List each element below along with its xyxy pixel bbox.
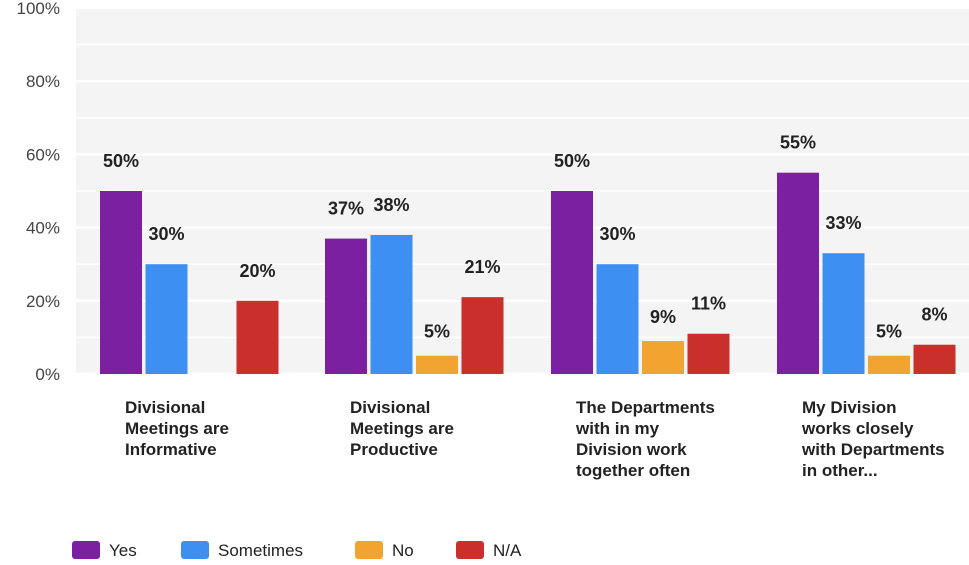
legend-swatch <box>456 541 484 559</box>
grid-lines <box>76 6 969 376</box>
data-label: 5% <box>876 322 902 342</box>
data-label: 33% <box>825 213 861 233</box>
bar-yes <box>325 238 367 374</box>
legend-swatch <box>355 541 383 559</box>
data-label: 8% <box>921 305 947 325</box>
bar-yes <box>100 191 142 374</box>
legend: Yes Sometimes No N/A <box>72 541 522 560</box>
legend-label: Sometimes <box>218 541 303 560</box>
y-axis-tick-labels: 0% 20% 40% 60% 80% 100% <box>17 0 60 384</box>
bar-yes <box>777 172 819 374</box>
data-label: 5% <box>424 322 450 342</box>
legend-swatch <box>72 541 100 559</box>
y-tick-label: 60% <box>26 145 60 164</box>
legend-label: Yes <box>109 541 137 560</box>
data-label: 11% <box>691 294 726 314</box>
y-tick-label: 80% <box>26 72 60 91</box>
bar-n-a <box>687 333 730 374</box>
legend-item-n-a: N/A <box>456 541 522 560</box>
category-labels: Divisional Meetings are Informative Divisio… <box>125 398 945 480</box>
bar-sometimes <box>822 253 865 374</box>
y-tick-label: 100% <box>17 0 60 18</box>
bar-n-a <box>236 300 279 374</box>
bar-no <box>868 355 910 374</box>
bar-sometimes <box>370 234 413 374</box>
bar-sometimes <box>145 264 188 374</box>
data-labels: 50% 37% 50% 55% 30% 38% 30% 33% 5% 9% 5% 20% 21% 11% 8… <box>103 133 948 342</box>
category-label: My Division works closely with Departments… <box>801 398 945 480</box>
category-label: Divisional Meetings are Informative <box>125 398 229 459</box>
bar-no <box>416 355 458 374</box>
bar-n-a <box>913 344 956 374</box>
legend-item-yes: Yes <box>72 541 137 560</box>
data-label: 9% <box>650 307 676 327</box>
data-label: 37% <box>328 199 364 219</box>
bars <box>100 172 956 374</box>
data-label: 20% <box>239 261 275 281</box>
data-label: 55% <box>780 133 816 153</box>
legend-label: N/A <box>493 541 522 560</box>
data-label: 30% <box>148 224 184 244</box>
data-label: 50% <box>554 151 590 171</box>
data-label: 30% <box>599 224 635 244</box>
data-label: 38% <box>373 195 409 215</box>
data-label: 50% <box>103 151 139 171</box>
bar-n-a <box>461 297 504 374</box>
y-tick-label: 40% <box>26 219 60 238</box>
bar-yes <box>551 191 593 374</box>
category-label: Divisional Meetings are Productive <box>350 398 454 459</box>
legend-item-no: No <box>355 541 414 560</box>
bar-no <box>642 341 684 374</box>
legend-swatch <box>181 541 209 559</box>
y-tick-label: 0% <box>35 365 60 384</box>
legend-label: No <box>392 541 414 560</box>
legend-item-sometimes: Sometimes <box>181 541 303 560</box>
category-label: The Departments with in my Division work to… <box>575 398 715 480</box>
data-label: 21% <box>464 257 500 277</box>
y-tick-label: 20% <box>26 292 60 311</box>
bar-sometimes <box>596 264 639 374</box>
